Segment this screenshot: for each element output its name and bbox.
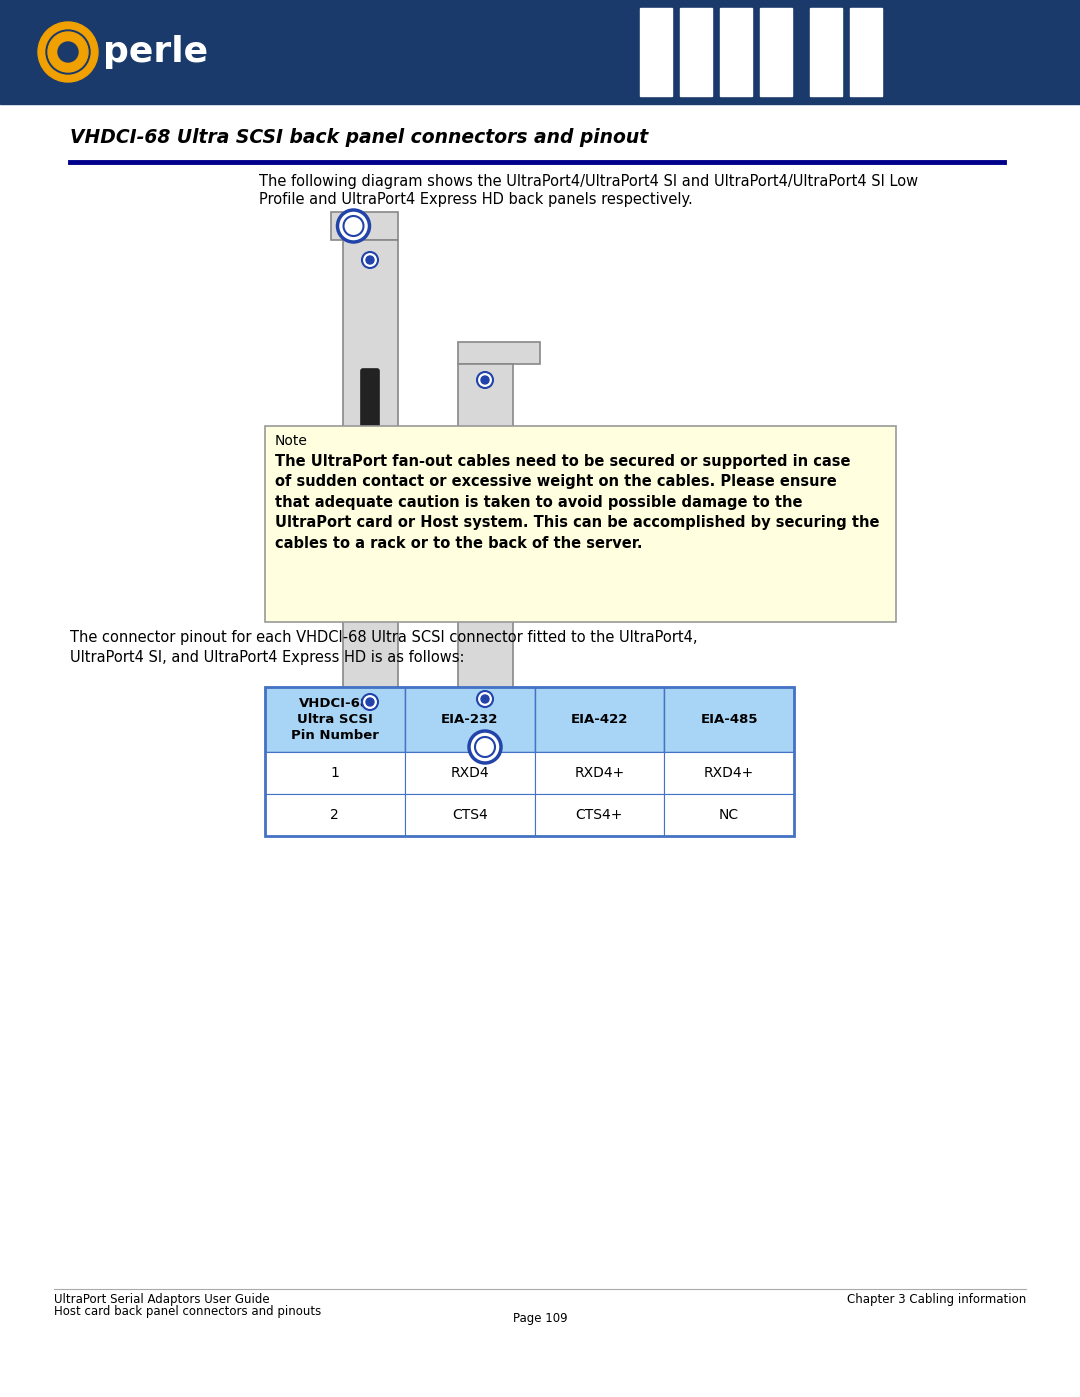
Bar (760, 8, 792, 96)
Bar (535, 753, 664, 795)
Text: 1 - 4: 1 - 4 (511, 528, 537, 538)
Text: UltraPort Serial Adaptors User Guide: UltraPort Serial Adaptors User Guide (54, 1294, 270, 1306)
Text: EIA-485: EIA-485 (700, 714, 758, 726)
Text: 1 - 4: 1 - 4 (396, 450, 421, 460)
Text: EIA-232: EIA-232 (441, 714, 499, 726)
Text: Profile and UltraPort4 Express HD back panels respectively.: Profile and UltraPort4 Express HD back p… (259, 191, 693, 207)
Bar (265, 687, 405, 753)
Bar (535, 687, 664, 753)
Text: 2: 2 (330, 809, 339, 823)
Text: 1: 1 (330, 767, 339, 781)
Circle shape (362, 694, 378, 710)
Text: RXD4+: RXD4+ (704, 767, 754, 781)
Bar (680, 8, 712, 96)
Text: EIA-422: EIA-422 (570, 714, 629, 726)
Bar (458, 365, 513, 717)
Circle shape (481, 376, 489, 384)
Polygon shape (326, 738, 414, 767)
Text: Chapter 3 Cabling information: Chapter 3 Cabling information (847, 1294, 1026, 1306)
Circle shape (366, 698, 374, 705)
Text: RXD4: RXD4 (450, 767, 489, 781)
Text: CTS4+: CTS4+ (576, 809, 623, 823)
Text: UltraPort4 SI, and UltraPort4 Express HD is as follows:: UltraPort4 SI, and UltraPort4 Express HD… (70, 650, 464, 665)
Bar (664, 687, 794, 753)
Text: Note: Note (274, 434, 308, 448)
Bar (850, 8, 882, 96)
Text: VHDCI-68 Ultra SCSI back panel connectors and pinout: VHDCI-68 Ultra SCSI back panel connector… (70, 127, 648, 147)
Circle shape (58, 42, 78, 61)
Text: Page 109: Page 109 (513, 1312, 567, 1326)
Bar (664, 795, 794, 837)
Circle shape (48, 32, 87, 73)
Bar (664, 753, 794, 795)
Bar (342, 240, 397, 738)
Circle shape (469, 731, 501, 763)
Text: CTS4: CTS4 (451, 809, 488, 823)
Text: The following diagram shows the UltraPort4/UltraPort4 SI and UltraPort4/UltraPor: The following diagram shows the UltraPor… (259, 173, 918, 189)
Text: NC: NC (719, 809, 739, 823)
Circle shape (477, 372, 492, 388)
Circle shape (362, 251, 378, 268)
Text: The connector pinout for each VHDCI-68 Ultra SCSI connector fitted to the UltraP: The connector pinout for each VHDCI-68 U… (70, 630, 698, 645)
Bar (405, 795, 535, 837)
FancyBboxPatch shape (330, 212, 397, 240)
Bar (265, 795, 405, 837)
Circle shape (337, 210, 369, 242)
Bar (720, 8, 752, 96)
Circle shape (366, 256, 374, 264)
Bar (265, 426, 896, 622)
Polygon shape (444, 717, 526, 777)
Bar (405, 753, 535, 795)
Text: RXD4+: RXD4+ (575, 767, 624, 781)
Bar (640, 8, 672, 96)
Bar (458, 342, 540, 365)
Circle shape (475, 738, 495, 757)
Text: The UltraPort fan-out cables need to be secured or supported in case
of sudden c: The UltraPort fan-out cables need to be … (274, 454, 879, 550)
Circle shape (38, 22, 98, 82)
Circle shape (481, 694, 489, 703)
Text: VHDCI-68
Ultra SCSI
Pin Number: VHDCI-68 Ultra SCSI Pin Number (291, 697, 379, 742)
Text: Host card back panel connectors and pinouts: Host card back panel connectors and pino… (54, 1305, 321, 1319)
Circle shape (343, 217, 364, 236)
Bar (405, 687, 535, 753)
Bar (265, 753, 405, 795)
FancyBboxPatch shape (476, 460, 494, 584)
Circle shape (46, 29, 90, 74)
Bar (810, 8, 842, 96)
Circle shape (477, 692, 492, 707)
Bar (535, 795, 664, 837)
Bar (0, 0, 1080, 103)
FancyBboxPatch shape (361, 369, 379, 513)
Text: perle: perle (103, 35, 208, 68)
Bar (265, 687, 794, 837)
